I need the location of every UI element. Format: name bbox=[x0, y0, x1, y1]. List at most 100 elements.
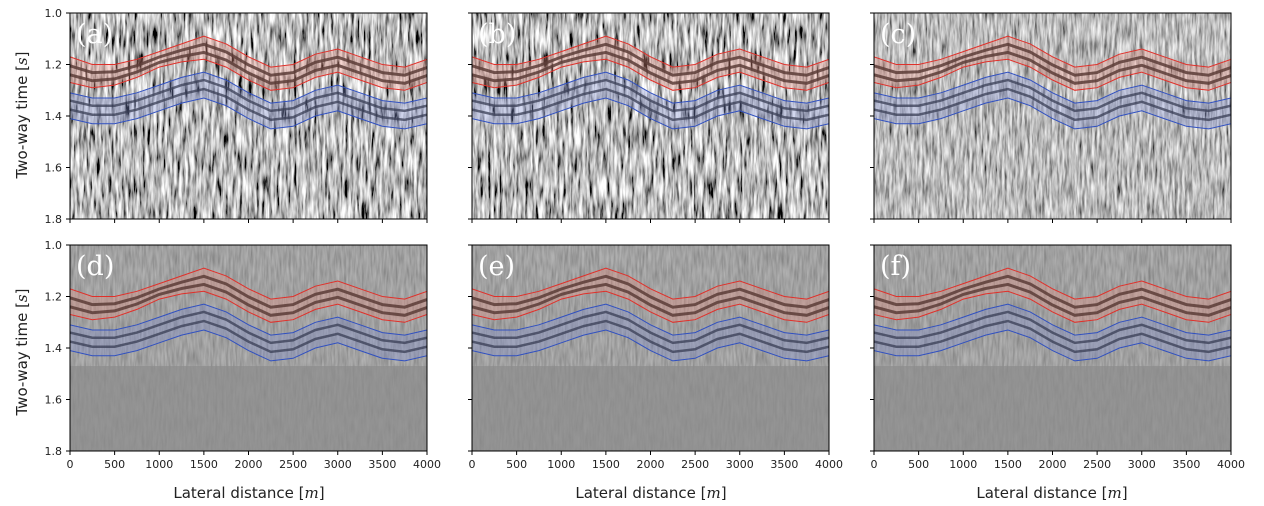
x-tick-label: 2500 bbox=[681, 458, 709, 471]
reflector-events bbox=[472, 274, 829, 354]
x-axis-label-1: Lateral distance [m] bbox=[173, 484, 324, 502]
red-horizon-top bbox=[874, 35, 1231, 68]
blue-horizon-top bbox=[70, 303, 427, 336]
quiet-region bbox=[70, 366, 427, 451]
reflector bbox=[472, 310, 829, 345]
reflector bbox=[70, 50, 427, 85]
red-horizon-band bbox=[874, 36, 1231, 91]
blue-horizon-bottom bbox=[472, 97, 829, 130]
seismic-panel: (f) 0 500 1000 1500 2000 2500 3000 3500 4000 bbox=[870, 244, 1245, 471]
x-tick-label: 4000 bbox=[413, 458, 441, 471]
blue-horizon-band bbox=[70, 304, 427, 361]
reflector bbox=[70, 42, 427, 77]
x-tick-label: 2000 bbox=[235, 458, 263, 471]
panel-label: (a) bbox=[76, 19, 113, 50]
reflector bbox=[70, 310, 427, 345]
reflector bbox=[874, 50, 1231, 85]
seismic-panel: (e) 0 500 1000 1500 2000 2500 3000 3500 4000 bbox=[468, 244, 843, 471]
x-tick-label: 4000 bbox=[815, 458, 843, 471]
reflector bbox=[472, 42, 829, 77]
reflector bbox=[472, 274, 829, 309]
x-tick-label: 1000 bbox=[547, 458, 575, 471]
panel-label: (f) bbox=[880, 251, 911, 282]
x-tick-label: 500 bbox=[104, 458, 125, 471]
reflector bbox=[472, 319, 829, 354]
blue-horizon-top bbox=[874, 71, 1231, 104]
y-tick-label: 1.8 bbox=[45, 213, 63, 226]
x-tick-label: 1000 bbox=[145, 458, 173, 471]
reflector bbox=[472, 87, 829, 122]
reflector-events bbox=[70, 274, 427, 354]
reflector bbox=[472, 78, 829, 113]
seismic-panel: (d) 0 500 1000 1500 2000 2500 3000 3500 4000 1.0 1.… bbox=[45, 239, 442, 471]
noise-texture bbox=[874, 13, 1231, 219]
y-tick-label: 1.4 bbox=[45, 342, 63, 355]
x-tick-label: 1500 bbox=[994, 458, 1022, 471]
red-horizon-bottom bbox=[70, 58, 427, 91]
reflector bbox=[874, 42, 1231, 77]
x-tick-label: 2000 bbox=[1039, 458, 1067, 471]
blue-horizon-band bbox=[70, 72, 427, 129]
panel-label: (b) bbox=[478, 19, 516, 50]
blue-horizon-band bbox=[874, 72, 1231, 129]
y-tick-label: 1.0 bbox=[45, 239, 63, 252]
reflector bbox=[70, 319, 427, 354]
blue-horizon-top bbox=[472, 303, 829, 336]
panel-label: (e) bbox=[478, 251, 515, 282]
red-horizon-top bbox=[70, 267, 427, 300]
y-tick-label: 1.6 bbox=[45, 162, 63, 175]
red-horizon-top bbox=[874, 267, 1231, 300]
seismic-panel: (a) 1.0 1.2 1.4 1.6 1.8 bbox=[45, 7, 428, 226]
blue-horizon-bottom bbox=[472, 329, 829, 362]
reflector bbox=[472, 50, 829, 85]
red-horizon-bottom bbox=[70, 290, 427, 323]
red-horizon-bottom bbox=[472, 290, 829, 323]
quiet-region bbox=[472, 366, 829, 451]
y-axis-label-top: Two-way time [s] bbox=[13, 52, 31, 180]
y-tick-label: 1.8 bbox=[45, 445, 63, 458]
reflector bbox=[70, 87, 427, 122]
reflector bbox=[472, 282, 829, 317]
x-tick-label: 0 bbox=[871, 458, 878, 471]
x-axis-label-2: Lateral distance [m] bbox=[575, 484, 726, 502]
reflector bbox=[874, 310, 1231, 345]
y-tick-label: 1.2 bbox=[45, 291, 63, 304]
seismic-panel: (b) bbox=[468, 12, 830, 223]
red-horizon-top bbox=[472, 267, 829, 300]
panels: (a) 1.0 1.2 1.4 1.6 1.8 (b) (c) (d) 0 500 1000 1500 2… bbox=[45, 7, 1246, 471]
x-tick-label: 2000 bbox=[637, 458, 665, 471]
noise-texture bbox=[70, 13, 427, 219]
x-tick-label: 4000 bbox=[1217, 458, 1245, 471]
red-horizon-bottom bbox=[874, 58, 1231, 91]
x-tick-label: 1500 bbox=[592, 458, 620, 471]
x-tick-label: 3500 bbox=[770, 458, 798, 471]
blue-horizon-top bbox=[472, 71, 829, 104]
blue-horizon-top bbox=[874, 303, 1231, 336]
x-tick-label: 2500 bbox=[1083, 458, 1111, 471]
x-tick-label: 500 bbox=[506, 458, 527, 471]
x-tick-label: 0 bbox=[67, 458, 74, 471]
blue-horizon-bottom bbox=[874, 97, 1231, 130]
red-horizon-bottom bbox=[874, 290, 1231, 323]
x-tick-label: 3000 bbox=[726, 458, 754, 471]
y-tick-label: 1.2 bbox=[45, 59, 63, 72]
blue-horizon-top bbox=[70, 71, 427, 104]
reflector-events bbox=[472, 42, 829, 122]
reflector-events bbox=[874, 274, 1231, 354]
red-horizon-top bbox=[70, 35, 427, 68]
x-axis-label-3: Lateral distance [m] bbox=[976, 484, 1127, 502]
blue-horizon-band bbox=[472, 72, 829, 129]
seismic-panel: (c) bbox=[870, 12, 1232, 223]
reflector bbox=[874, 282, 1231, 317]
reflector-events bbox=[874, 42, 1231, 122]
red-horizon-band bbox=[70, 268, 427, 323]
y-tick-label: 1.6 bbox=[45, 394, 63, 407]
x-tick-label: 1500 bbox=[190, 458, 218, 471]
y-tick-label: 1.0 bbox=[45, 7, 63, 20]
x-tick-label: 1000 bbox=[949, 458, 977, 471]
quiet-region bbox=[874, 366, 1231, 451]
panel-label: (d) bbox=[76, 251, 114, 282]
noise-texture bbox=[472, 13, 829, 219]
reflector bbox=[70, 282, 427, 317]
